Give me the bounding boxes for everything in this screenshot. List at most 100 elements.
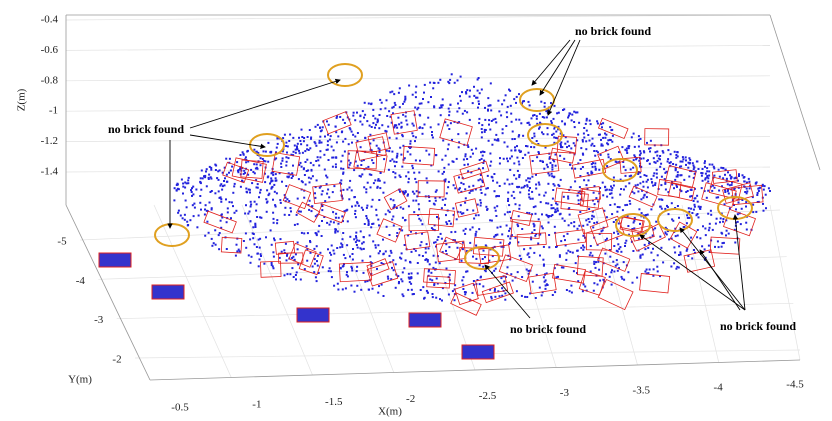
point: [367, 166, 369, 168]
point: [328, 270, 330, 272]
point: [534, 235, 536, 237]
point: [589, 221, 591, 223]
point: [704, 160, 706, 162]
point: [577, 228, 579, 230]
point: [286, 152, 288, 154]
point: [415, 200, 417, 202]
point: [396, 161, 398, 163]
point: [402, 114, 404, 116]
point: [412, 94, 414, 96]
point: [378, 199, 380, 201]
point: [621, 278, 623, 280]
point: [609, 256, 611, 258]
point: [342, 141, 344, 143]
point: [375, 247, 377, 249]
point: [737, 213, 739, 215]
point: [657, 270, 659, 272]
point: [290, 207, 292, 209]
point: [706, 197, 708, 199]
point: [505, 125, 507, 127]
point: [694, 204, 696, 206]
point: [567, 250, 569, 252]
point: [504, 292, 506, 294]
point: [191, 191, 193, 193]
point: [322, 266, 324, 268]
point: [533, 146, 535, 148]
point: [362, 260, 364, 262]
point: [661, 176, 663, 178]
point: [417, 262, 419, 264]
point: [268, 194, 270, 196]
point: [630, 168, 632, 170]
point: [573, 111, 575, 113]
point: [634, 146, 636, 148]
point: [324, 169, 326, 171]
point: [252, 171, 254, 173]
point: [466, 89, 468, 91]
point: [257, 183, 259, 185]
point: [350, 162, 352, 164]
point: [683, 179, 685, 181]
point: [604, 133, 606, 135]
point: [274, 204, 276, 206]
y-tick-label: -2: [112, 354, 121, 366]
point: [184, 219, 186, 221]
point: [407, 171, 409, 173]
point: [352, 253, 354, 255]
point: [226, 221, 228, 223]
point: [510, 273, 512, 275]
point: [422, 286, 424, 288]
point: [518, 215, 520, 217]
point: [640, 254, 642, 256]
point: [624, 242, 626, 244]
point: [441, 300, 443, 302]
point: [381, 262, 383, 264]
point: [609, 189, 611, 191]
point: [389, 234, 391, 236]
point: [450, 223, 452, 225]
point: [263, 150, 265, 152]
point: [702, 225, 704, 227]
point: [497, 100, 499, 102]
point: [538, 151, 540, 153]
point: [504, 141, 506, 143]
point: [442, 173, 444, 175]
point: [595, 261, 597, 263]
point: [706, 175, 708, 177]
point: [532, 160, 534, 162]
point: [709, 223, 711, 225]
point: [659, 206, 661, 208]
point: [424, 84, 426, 86]
point: [368, 223, 370, 225]
point: [560, 240, 562, 242]
point: [273, 218, 275, 220]
point: [516, 145, 518, 147]
point: [478, 118, 480, 120]
point: [578, 122, 580, 124]
point: [511, 121, 513, 123]
point: [367, 182, 369, 184]
point: [407, 289, 409, 291]
point: [413, 125, 415, 127]
point: [184, 187, 186, 189]
point: [622, 209, 624, 211]
point: [594, 162, 596, 164]
point: [650, 208, 652, 210]
point: [653, 259, 655, 261]
point: [338, 217, 340, 219]
point: [518, 176, 520, 178]
point: [323, 154, 325, 156]
point: [396, 137, 398, 139]
point: [400, 122, 402, 124]
point: [714, 246, 716, 248]
point: [353, 238, 355, 240]
point: [540, 201, 542, 203]
point: [593, 222, 595, 224]
point: [318, 231, 320, 233]
point: [658, 158, 660, 160]
point: [528, 189, 530, 191]
point: [469, 242, 471, 244]
point: [654, 182, 656, 184]
point: [507, 192, 509, 194]
point: [589, 254, 591, 256]
